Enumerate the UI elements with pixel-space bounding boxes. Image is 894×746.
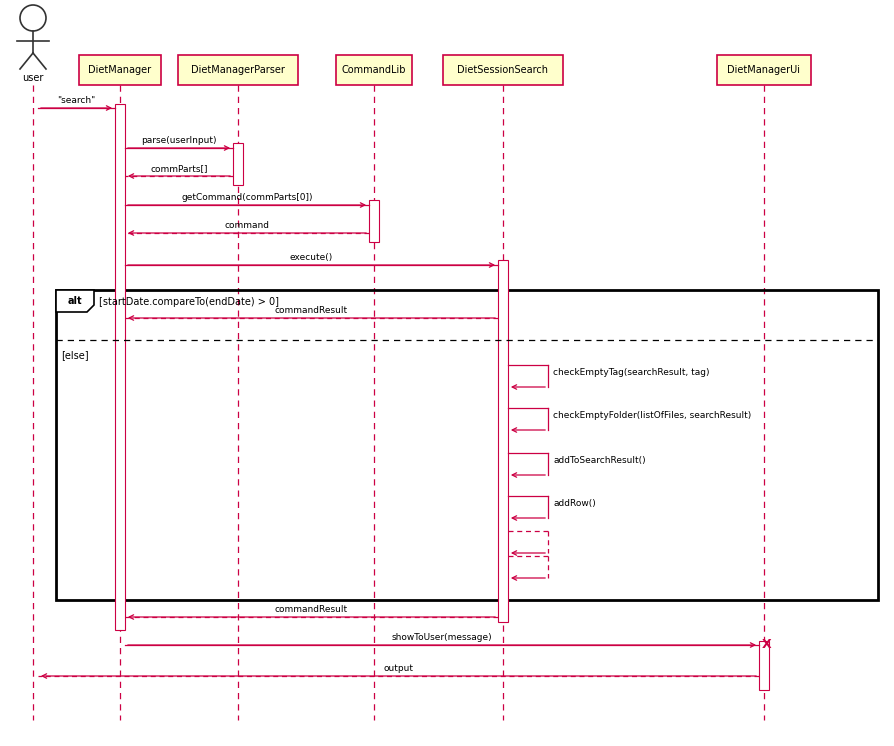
FancyBboxPatch shape (717, 55, 811, 85)
Text: [startDate.compareTo(endDate) > 0]: [startDate.compareTo(endDate) > 0] (99, 297, 279, 307)
FancyBboxPatch shape (336, 55, 412, 85)
Text: parse(userInput): parse(userInput) (141, 136, 216, 145)
Text: user: user (22, 73, 44, 83)
Text: "search": "search" (57, 96, 96, 105)
Text: execute(): execute() (290, 253, 333, 262)
Text: DietManagerUi: DietManagerUi (728, 65, 800, 75)
Text: addToSearchResult(): addToSearchResult() (553, 456, 645, 465)
Text: alt: alt (68, 296, 82, 306)
Text: checkEmptyFolder(listOfFiles, searchResult): checkEmptyFolder(listOfFiles, searchResu… (553, 411, 751, 420)
Text: X: X (763, 639, 772, 651)
Bar (56, 290, 878, 600)
Text: DietManagerParser: DietManagerParser (191, 65, 285, 75)
Text: getCommand(commParts[0]): getCommand(commParts[0]) (181, 193, 313, 202)
Text: output: output (384, 664, 414, 673)
Text: [else]: [else] (61, 350, 89, 360)
Bar (233, 143, 243, 185)
Text: addRow(): addRow() (553, 499, 595, 508)
Text: command: command (224, 221, 269, 230)
Text: DietSessionSearch: DietSessionSearch (458, 65, 549, 75)
FancyBboxPatch shape (178, 55, 298, 85)
Text: commandResult: commandResult (275, 306, 348, 315)
Text: CommandLib: CommandLib (342, 65, 406, 75)
FancyBboxPatch shape (79, 55, 161, 85)
Bar (498, 260, 508, 622)
Text: showToUser(message): showToUser(message) (392, 633, 493, 642)
Text: commParts[]: commParts[] (150, 164, 207, 173)
Bar (115, 104, 125, 630)
Text: DietManager: DietManager (89, 65, 152, 75)
Bar (369, 200, 379, 242)
Text: checkEmptyTag(searchResult, tag): checkEmptyTag(searchResult, tag) (553, 368, 710, 377)
Polygon shape (56, 290, 94, 312)
Text: commandResult: commandResult (275, 605, 348, 614)
FancyBboxPatch shape (443, 55, 562, 85)
Bar (759, 641, 769, 690)
